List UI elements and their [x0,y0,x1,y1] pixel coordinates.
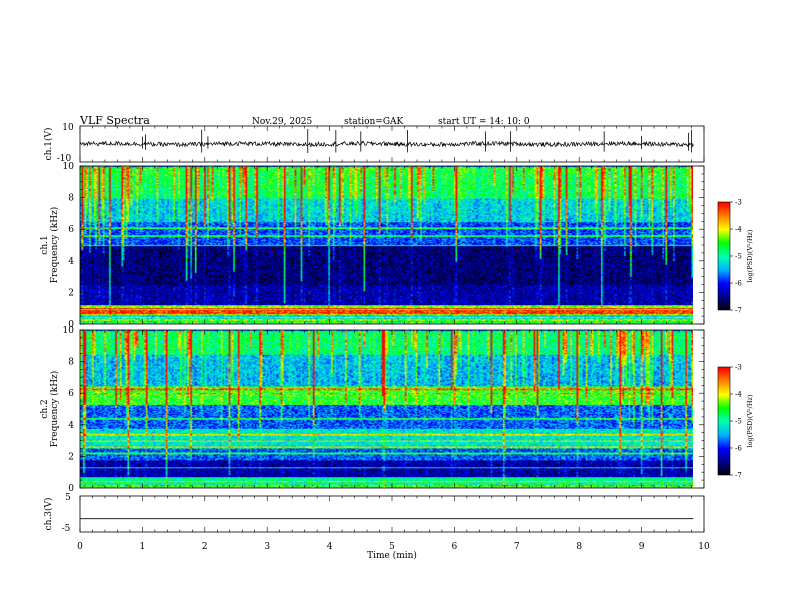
colorbar-ch2: -3 -4 -5 -6 -7 log(PSD)(V²/Hz) [717,364,754,480]
colorbar-tick-label: -4 [735,226,742,234]
colorbar-tick-label: -5 [735,253,742,261]
y-tick-label: 8 [68,194,74,204]
colorbar-tick-label: -7 [735,472,742,480]
spectrogram-ch2-panel: 0 2 4 6 8 10 ch.2 Frequency (kHz) [40,326,705,494]
colorbar-tick-label: -6 [735,280,742,288]
y-tick-label: 10 [63,162,75,172]
spectrogram-ch2-ylabel: Frequency (kHz) [49,371,60,448]
waveform-ch3-ytick-bottom: -5 [62,524,71,534]
x-tick-label: 1 [140,542,146,552]
x-tick-label: 3 [264,542,270,552]
x-tick-label: 0 [77,542,83,552]
x-tick-label: 6 [452,542,458,552]
colorbar-ch1-ticks: -3 -4 -5 -6 -7 [730,199,742,315]
spectrogram-ch2-yticks: 0 2 4 6 8 10 [63,326,704,494]
waveform-ch3-xticks [79,496,705,532]
colorbar-tick-label: -3 [735,199,742,207]
spectrogram-ch1-ylabel: Frequency (kHz) [49,207,60,284]
colorbar-ch1-label: log(PSD)(V²/Hz) [746,229,754,282]
colorbar-ch1: -3 -4 -5 -6 -7 log(PSD)(V²/Hz) [717,199,754,315]
x-tick-label: 2 [202,542,208,552]
waveform-ch1-ylabel: ch.1(V) [43,128,54,161]
start-time-label: start UT = 14: 10: 0 [438,117,530,127]
waveform-ch1-spikes [141,129,692,153]
waveform-ch3-frame [79,495,705,533]
spectrogram-ch2-channel-label: ch.2 [40,399,50,418]
spectrogram-ch1-xticks [79,166,705,324]
y-tick-label: 0 [68,484,74,494]
waveform-ch1-ytick-top: 10 [62,123,74,133]
waveform-ch1-ytick-bottom: -10 [57,154,72,164]
y-tick-label: 0 [68,320,74,330]
station-label: station=GAK [344,117,404,127]
colorbar-tick-label: -7 [735,307,742,315]
spectrogram-ch1-panel: 0 2 4 6 8 10 ch.1 Frequency (kHz) [40,162,705,330]
y-tick-label: 6 [68,225,74,235]
colorbar-ch2-label: log(PSD)(V²/Hz) [746,394,754,447]
waveform-ch1-trace [79,140,694,148]
colorbar-tick-label: -3 [735,364,742,372]
x-tick-label: 10 [698,542,710,552]
colorbar-ch2-ticks: -3 -4 -5 -6 -7 [730,364,742,480]
y-tick-label: 10 [63,326,75,336]
spectrogram-ch1-yticks: 0 2 4 6 8 10 [63,162,704,330]
x-tick-label: 4 [327,542,333,552]
waveform-ch3-ylabel: ch.3(V) [43,498,54,531]
y-tick-label: 2 [68,452,74,462]
x-tick-label: 8 [576,542,582,552]
y-tick-label: 6 [68,389,74,399]
y-tick-label: 4 [68,421,74,431]
x-axis-tick-labels: 0 1 2 3 4 5 6 7 8 9 10 [77,542,710,552]
y-tick-label: 4 [68,257,74,267]
y-tick-label: 2 [68,288,74,298]
waveform-ch1-xticks [79,126,705,162]
colorbar-tick-label: -5 [735,418,742,426]
colorbar-ch1-gradient [718,202,730,310]
x-tick-label: 9 [639,542,645,552]
waveform-ch3-ytick-top: 5 [65,493,71,503]
x-tick-label: 7 [514,542,520,552]
spectrogram-ch1-channel-label: ch.1 [40,235,50,254]
waveform-ch1-panel: 10 -10 ch.1(V) [43,123,705,164]
colorbar-ch2-gradient [718,367,730,475]
figure-title: VLF Spectra [79,114,150,127]
spectrogram-ch2-heatmap [80,330,693,488]
spectrogram-ch2-xticks [79,330,705,488]
date-label: Nov.29, 2025 [252,117,313,127]
x-tick-label: 5 [389,542,395,552]
x-axis-title: Time (min) [367,550,417,561]
y-tick-label: 8 [68,358,74,368]
colorbar-tick-label: -6 [735,445,742,453]
colorbar-tick-label: -4 [735,391,742,399]
spectrogram-ch1-heatmap [80,166,693,324]
waveform-ch3-panel: 5 -5 ch.3(V) [43,493,705,534]
